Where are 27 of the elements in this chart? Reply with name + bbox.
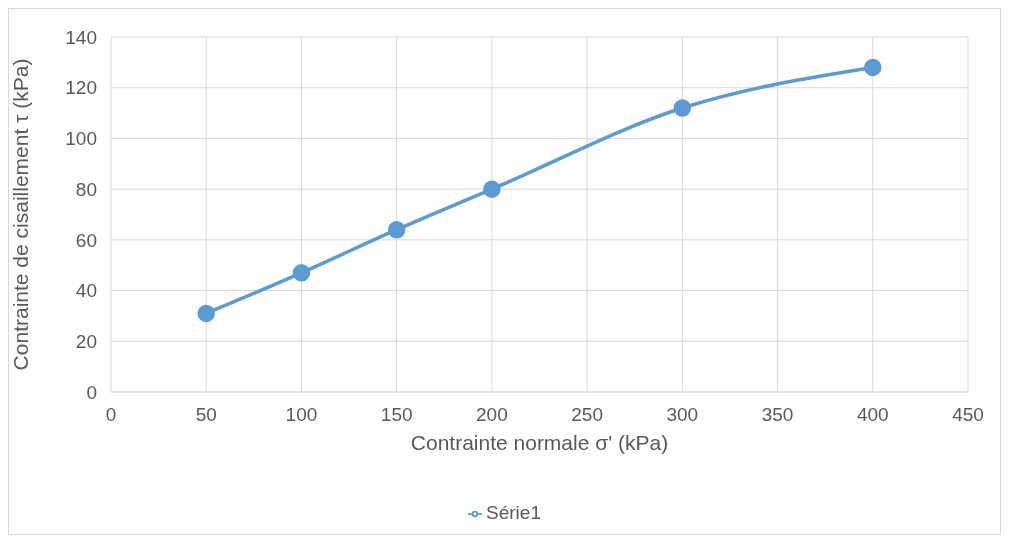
y-tick-label: 60	[75, 229, 97, 251]
point	[387, 220, 406, 239]
y-axis-title: Contrainte de cisaillement τ (kPa)	[9, 58, 33, 371]
y-tick-label: 140	[65, 26, 97, 48]
y-tick-label: 20	[75, 331, 97, 353]
point	[864, 58, 882, 77]
x-tick-label: 150	[380, 404, 413, 426]
y-tick-label: 40	[75, 280, 97, 302]
y-tick-label: 80	[75, 178, 97, 200]
x-tick-label: 450	[952, 404, 984, 426]
point	[483, 180, 501, 198]
x-tick-label: 50	[195, 404, 217, 426]
x-tick-label: 250	[571, 404, 603, 426]
y-tick-label: 0	[86, 381, 97, 403]
x-tick-label: 100	[285, 404, 318, 426]
point	[197, 304, 215, 323]
x-tick-label: 400	[856, 404, 889, 426]
point	[292, 264, 311, 282]
x-tick-label: 0	[105, 404, 117, 426]
legend-label: Série1	[486, 502, 541, 523]
x-tick-label: 200	[476, 404, 508, 426]
x-tick-label: 350	[761, 404, 794, 426]
point	[673, 99, 692, 117]
y-tick-label: 120	[65, 77, 97, 99]
x-tick-label: 300	[666, 404, 699, 426]
y-tick-label: 100	[65, 128, 97, 150]
x-axis-title: Contrainte normale σ' (kPa)	[410, 431, 669, 454]
